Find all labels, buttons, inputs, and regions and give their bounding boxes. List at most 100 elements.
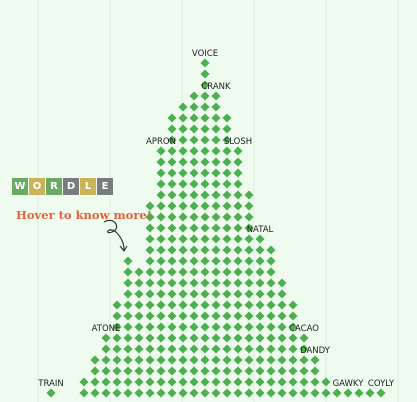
- word-dot[interactable]: [145, 234, 155, 244]
- word-dot[interactable]: [222, 201, 232, 211]
- word-dot[interactable]: [112, 366, 122, 376]
- word-dot[interactable]: [288, 388, 298, 398]
- word-dot[interactable]: [222, 300, 232, 310]
- word-dot[interactable]: [222, 190, 232, 200]
- word-dot[interactable]: [200, 267, 210, 277]
- word-dot[interactable]: [123, 289, 133, 299]
- word-dot[interactable]: [167, 201, 177, 211]
- word-dot[interactable]: [200, 102, 210, 112]
- word-dot[interactable]: [233, 267, 243, 277]
- word-dot[interactable]: [134, 289, 144, 299]
- word-dot[interactable]: [178, 234, 188, 244]
- word-dot[interactable]: [266, 377, 276, 387]
- word-dot[interactable]: [244, 245, 254, 255]
- word-dot[interactable]: [200, 58, 210, 68]
- word-dot[interactable]: [266, 366, 276, 376]
- word-dot[interactable]: [156, 168, 166, 178]
- word-dot[interactable]: [134, 388, 144, 398]
- word-dot[interactable]: [167, 311, 177, 321]
- word-dot[interactable]: [211, 245, 221, 255]
- word-dot[interactable]: [134, 366, 144, 376]
- word-dot[interactable]: [156, 201, 166, 211]
- word-dot[interactable]: [123, 300, 133, 310]
- word-dot[interactable]: [211, 333, 221, 343]
- word-dot[interactable]: [134, 278, 144, 288]
- word-dot[interactable]: [200, 300, 210, 310]
- word-dot[interactable]: [244, 377, 254, 387]
- word-dot[interactable]: [200, 355, 210, 365]
- word-dot[interactable]: [145, 322, 155, 332]
- word-dot[interactable]: [200, 69, 210, 79]
- word-dot[interactable]: [189, 366, 199, 376]
- word-dot[interactable]: [233, 201, 243, 211]
- word-dot[interactable]: [200, 190, 210, 200]
- word-dot[interactable]: [222, 223, 232, 233]
- word-dot[interactable]: [189, 190, 199, 200]
- word-dot[interactable]: [189, 146, 199, 156]
- word-dot[interactable]: [255, 366, 265, 376]
- word-dot[interactable]: [189, 135, 199, 145]
- word-dot[interactable]: [101, 377, 111, 387]
- word-dot[interactable]: [156, 355, 166, 365]
- word-dot[interactable]: [233, 355, 243, 365]
- word-dot[interactable]: [156, 179, 166, 189]
- word-dot[interactable]: [156, 190, 166, 200]
- word-dot[interactable]: [178, 157, 188, 167]
- word-dot[interactable]: [167, 322, 177, 332]
- word-dot[interactable]: [200, 80, 210, 90]
- word-dot[interactable]: [145, 201, 155, 211]
- word-dot[interactable]: [156, 256, 166, 266]
- word-dot[interactable]: [222, 267, 232, 277]
- word-dot[interactable]: [167, 300, 177, 310]
- word-dot[interactable]: [255, 256, 265, 266]
- word-dot[interactable]: [266, 278, 276, 288]
- word-dot[interactable]: [178, 355, 188, 365]
- word-dot[interactable]: [112, 355, 122, 365]
- word-dot[interactable]: [211, 212, 221, 222]
- word-dot[interactable]: [189, 234, 199, 244]
- word-dot[interactable]: [156, 311, 166, 321]
- word-dot[interactable]: [233, 179, 243, 189]
- word-dot[interactable]: [244, 201, 254, 211]
- word-dot[interactable]: [222, 366, 232, 376]
- word-dot[interactable]: [167, 289, 177, 299]
- word-dot[interactable]: [200, 377, 210, 387]
- word-dot[interactable]: [277, 278, 287, 288]
- word-dot[interactable]: [156, 377, 166, 387]
- word-dot[interactable]: [134, 322, 144, 332]
- word-dot[interactable]: [200, 124, 210, 134]
- word-dot[interactable]: [233, 344, 243, 354]
- word-dot[interactable]: [156, 234, 166, 244]
- word-dot[interactable]: [244, 311, 254, 321]
- word-dot[interactable]: [101, 355, 111, 365]
- word-dot[interactable]: [178, 377, 188, 387]
- word-dot[interactable]: [145, 223, 155, 233]
- word-dot[interactable]: [145, 388, 155, 398]
- word-dot[interactable]: [167, 278, 177, 288]
- word-dot[interactable]: [222, 322, 232, 332]
- word-dot[interactable]: [145, 245, 155, 255]
- word-dot[interactable]: [123, 355, 133, 365]
- word-dot[interactable]: [211, 146, 221, 156]
- word-dot[interactable]: [244, 388, 254, 398]
- word-dot[interactable]: [112, 311, 122, 321]
- word-dot[interactable]: [299, 366, 309, 376]
- word-dot[interactable]: [189, 91, 199, 101]
- word-dot[interactable]: [288, 300, 298, 310]
- word-dot[interactable]: [266, 267, 276, 277]
- word-dot[interactable]: [189, 157, 199, 167]
- word-dot[interactable]: [211, 322, 221, 332]
- word-dot[interactable]: [200, 322, 210, 332]
- word-dot[interactable]: [233, 388, 243, 398]
- word-dot[interactable]: [211, 135, 221, 145]
- word-dot[interactable]: [255, 377, 265, 387]
- word-dot[interactable]: [189, 179, 199, 189]
- word-dot[interactable]: [178, 300, 188, 310]
- word-dot[interactable]: [277, 388, 287, 398]
- word-dot[interactable]: [255, 344, 265, 354]
- word-dot[interactable]: [167, 179, 177, 189]
- word-dot[interactable]: [156, 278, 166, 288]
- word-dot[interactable]: [189, 245, 199, 255]
- word-dot[interactable]: [211, 256, 221, 266]
